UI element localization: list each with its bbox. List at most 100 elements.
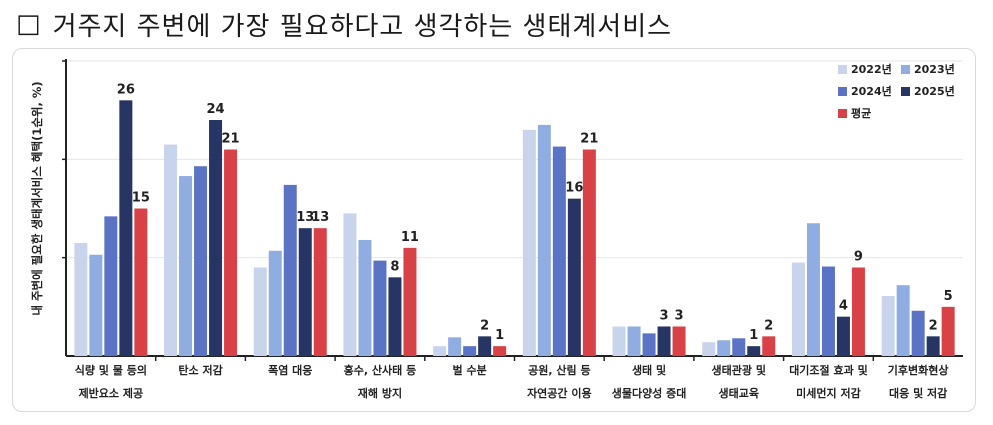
data-label: 21 — [222, 132, 240, 147]
legend-label: 평균 — [851, 106, 871, 120]
bar-1-3 — [358, 239, 372, 356]
legend-swatch — [838, 65, 847, 74]
bar-0-0 — [74, 242, 88, 356]
bar-0-1 — [164, 144, 178, 356]
bar-3-4 — [478, 336, 492, 356]
bar-2-8 — [821, 266, 835, 356]
bar-2-6 — [642, 333, 656, 356]
legend-swatch — [838, 87, 847, 96]
bar-1-2 — [268, 250, 282, 356]
x-tick-label: 기후변화현상 — [888, 363, 949, 377]
data-label: 2 — [480, 318, 489, 333]
bar-2-1 — [194, 166, 208, 356]
x-tick-label: 생태 및 — [632, 363, 666, 377]
data-label: 16 — [565, 181, 583, 196]
bar-2-5 — [552, 146, 566, 356]
data-label: 3 — [675, 309, 684, 324]
bar-4-0 — [134, 208, 148, 356]
data-label: 4 — [839, 299, 848, 314]
bar-4-5 — [582, 149, 596, 356]
bar-0-7 — [702, 342, 716, 356]
bar-4-6 — [672, 326, 686, 356]
data-label: 2 — [764, 318, 773, 333]
data-label: 24 — [207, 102, 225, 117]
legend-label: 2023년 — [914, 62, 955, 76]
bar-4-9 — [941, 306, 955, 356]
x-tick-label: 식량 및 물 등의 — [75, 363, 147, 377]
bar-0-4 — [433, 346, 447, 356]
bar-3-8 — [836, 316, 850, 356]
bar-0-8 — [791, 262, 805, 356]
data-label: 5 — [944, 289, 953, 304]
checkbox-square-icon: □ — [16, 9, 41, 39]
bar-1-5 — [537, 124, 551, 357]
bar-1-9 — [896, 285, 910, 356]
x-tick-label: 공원, 산림 등 — [528, 363, 590, 377]
bar-4-3 — [403, 247, 417, 356]
bar-3-6 — [657, 326, 671, 356]
data-label: 8 — [390, 259, 399, 274]
data-label: 9 — [854, 250, 863, 265]
data-label: 1 — [749, 328, 758, 343]
bar-3-9 — [926, 336, 940, 356]
data-label: 2 — [929, 318, 938, 333]
bar-4-4 — [493, 346, 507, 356]
bar-4-1 — [224, 149, 238, 356]
data-label: 1 — [495, 328, 504, 343]
legend-swatch — [838, 109, 847, 118]
bar-2-9 — [911, 310, 925, 356]
bar-3-7 — [747, 346, 761, 356]
bar-chart: 내 주변에 필요한 생태계서비스 혜택(1순위, %) 26 1 5 식량 및 물 등의… — [30, 59, 963, 400]
x-tick-label: 재해 방지 — [358, 386, 402, 400]
data-label: 13 — [296, 210, 314, 225]
bar-1-7 — [717, 340, 731, 356]
bar-4-2 — [313, 228, 327, 356]
data-label: 26 — [117, 82, 135, 97]
legend-label: 2024년 — [851, 84, 892, 98]
page-heading: □ 거주지 주변에 가장 필요하다고 생각하는 생태계서비스 — [16, 4, 672, 44]
page-title: 거주지 주변에 가장 필요하다고 생각하는 생태계서비스 — [52, 11, 673, 42]
x-tick-label: 생물다양성 증대 — [612, 386, 687, 400]
bar-0-9 — [881, 296, 895, 356]
x-tick-label: 탄소 저감 — [178, 363, 222, 377]
bar-2-2 — [283, 184, 297, 356]
data-label: 13 — [311, 210, 329, 225]
chart-card: 내 주변에 필요한 생태계서비스 혜택(1순위, %) 26 1 5 식량 및 물 등의… — [12, 48, 976, 412]
x-tick-label: 생태교육 — [719, 386, 759, 400]
bar-2-4 — [463, 346, 477, 356]
legend-swatch — [901, 65, 910, 74]
x-tick-label: 대기조절 효과 및 — [789, 363, 868, 377]
x-tick-label: 미세먼지 저감 — [796, 386, 861, 400]
bar-3-1 — [209, 120, 223, 356]
legend-swatch — [901, 87, 910, 96]
x-tick-label: 대응 및 저감 — [889, 386, 947, 400]
data-label: 21 — [580, 132, 598, 147]
bar-4-7 — [762, 336, 776, 356]
bar-1-6 — [627, 326, 641, 356]
bar-1-1 — [179, 176, 193, 356]
bar-0-3 — [343, 213, 357, 356]
bar-0-6 — [612, 326, 626, 356]
bar-1-4 — [448, 337, 462, 356]
x-tick-label: 벌 수분 — [453, 363, 487, 377]
bar-2-7 — [732, 338, 746, 356]
bar-2-0 — [104, 216, 118, 356]
bar-1-8 — [806, 223, 820, 356]
bar-0-2 — [253, 267, 267, 356]
bar-1-0 — [89, 254, 103, 356]
bar-3-3 — [388, 277, 402, 356]
x-tick-label: 폭염 대응 — [268, 363, 312, 377]
x-tick-label: 생태관광 및 — [712, 363, 766, 377]
bar-4-8 — [851, 267, 865, 356]
legend-label: 2025년 — [914, 84, 955, 98]
legend-label: 2022년 — [851, 62, 892, 76]
x-tick-label: 제반요소 제공 — [79, 386, 144, 400]
x-tick-label: 자연공간 이용 — [527, 386, 592, 400]
data-label: 11 — [401, 230, 419, 245]
bar-0-5 — [522, 129, 536, 356]
bar-3-2 — [298, 228, 312, 356]
y-axis-label: 내 주변에 필요한 생태계서비스 혜택(1순위, %) — [30, 81, 44, 315]
x-tick-label: 홍수, 산사태 등 — [344, 363, 417, 377]
bar-3-5 — [567, 198, 581, 356]
bar-3-0 — [119, 100, 133, 356]
